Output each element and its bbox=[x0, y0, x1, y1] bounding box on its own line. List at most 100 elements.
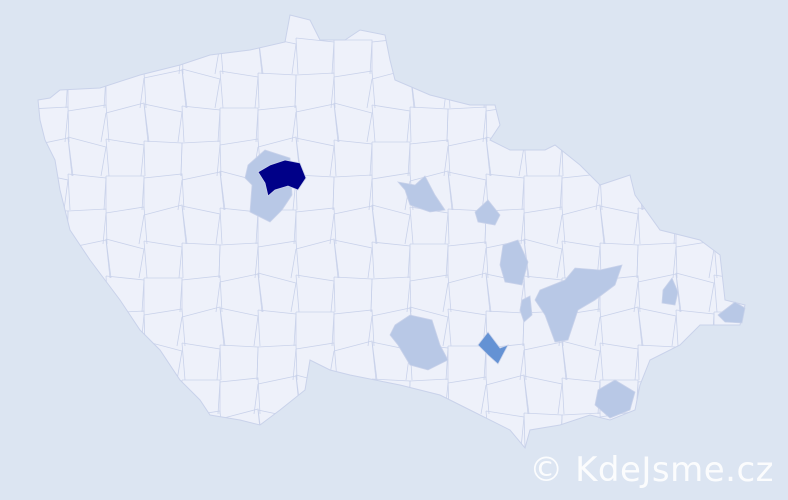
district-border bbox=[518, 102, 568, 143]
district-border bbox=[713, 374, 745, 415]
district-low[interactable] bbox=[519, 295, 533, 323]
district-border bbox=[480, 374, 530, 415]
district-border bbox=[713, 411, 745, 448]
district-low[interactable] bbox=[717, 301, 746, 324]
district-border bbox=[257, 272, 297, 313]
district-border bbox=[752, 103, 788, 142]
district-border bbox=[405, 409, 453, 448]
district-border bbox=[181, 442, 221, 448]
district-border bbox=[181, 68, 221, 109]
district-low[interactable] bbox=[499, 239, 529, 286]
district-border bbox=[142, 412, 184, 448]
district-border bbox=[105, 175, 145, 210]
district-border bbox=[332, 174, 374, 211]
district-border bbox=[637, 170, 677, 211]
district-border bbox=[671, 375, 719, 415]
district-border bbox=[333, 39, 373, 74]
district-border bbox=[670, 136, 720, 177]
district-border bbox=[446, 106, 488, 143]
district-border bbox=[409, 243, 449, 278]
district-border bbox=[637, 70, 677, 109]
district-border bbox=[67, 273, 107, 313]
district-border bbox=[138, 204, 188, 245]
district-border bbox=[67, 410, 107, 448]
district-border bbox=[409, 443, 449, 448]
district-border bbox=[712, 72, 745, 109]
district-border bbox=[751, 175, 788, 210]
district-border bbox=[713, 37, 745, 75]
district-border bbox=[711, 207, 745, 245]
district-border bbox=[596, 36, 642, 75]
district-border bbox=[675, 72, 715, 109]
district-border bbox=[710, 342, 745, 381]
district-border bbox=[141, 173, 185, 211]
district-border bbox=[256, 344, 298, 381]
district-border bbox=[750, 310, 788, 346]
district-border bbox=[371, 141, 411, 176]
district-border bbox=[369, 411, 413, 448]
district-border bbox=[485, 73, 525, 108]
district-border bbox=[713, 137, 745, 177]
district-border bbox=[370, 276, 412, 313]
district-border bbox=[634, 138, 680, 177]
district-border bbox=[709, 103, 745, 143]
district-border bbox=[752, 277, 788, 312]
district-border bbox=[675, 272, 715, 313]
district-border bbox=[523, 38, 563, 75]
district-low[interactable] bbox=[594, 379, 636, 419]
district-border bbox=[594, 306, 644, 347]
district-border bbox=[371, 204, 411, 245]
district-border bbox=[101, 341, 149, 381]
district-border bbox=[180, 140, 222, 177]
district-border bbox=[38, 106, 70, 143]
district-border bbox=[599, 105, 639, 143]
district-high[interactable] bbox=[257, 159, 307, 197]
district-border bbox=[637, 107, 677, 142]
district-border bbox=[100, 102, 150, 143]
district-border bbox=[749, 71, 788, 108]
district-border bbox=[330, 70, 376, 109]
district-border bbox=[405, 35, 453, 75]
district-border bbox=[635, 377, 679, 415]
district-border bbox=[673, 105, 717, 143]
district-border bbox=[752, 414, 788, 448]
district-border bbox=[176, 306, 226, 347]
district-border bbox=[713, 174, 745, 211]
district-border bbox=[67, 136, 107, 177]
district-border bbox=[103, 445, 147, 448]
district-border bbox=[290, 238, 340, 279]
district-border bbox=[105, 375, 145, 415]
district-border bbox=[561, 340, 601, 381]
district-border bbox=[752, 140, 788, 176]
district-border bbox=[521, 71, 565, 109]
district-border bbox=[38, 345, 69, 380]
district-low[interactable] bbox=[396, 175, 446, 213]
district-border bbox=[179, 275, 223, 313]
district-border bbox=[295, 411, 335, 448]
watermark: © KdeJsme.cz bbox=[529, 450, 774, 490]
district-low[interactable] bbox=[474, 199, 501, 226]
district-border bbox=[67, 447, 107, 448]
district-border bbox=[65, 343, 109, 381]
district-border bbox=[485, 36, 525, 75]
district-low[interactable] bbox=[389, 314, 449, 371]
district-medium[interactable] bbox=[477, 331, 509, 365]
district-border bbox=[64, 104, 110, 143]
district-low[interactable] bbox=[534, 264, 623, 343]
district-border bbox=[598, 140, 640, 177]
district-border bbox=[67, 36, 107, 75]
district-border bbox=[674, 344, 716, 381]
district-border bbox=[752, 240, 788, 278]
district-border bbox=[38, 445, 69, 448]
district-border bbox=[218, 242, 260, 279]
district-border bbox=[38, 308, 69, 347]
district-border bbox=[219, 107, 259, 142]
district-border bbox=[675, 35, 715, 75]
district-border bbox=[748, 206, 788, 244]
district-border bbox=[330, 444, 376, 448]
district-border bbox=[333, 102, 373, 143]
district-border bbox=[447, 445, 487, 448]
district-border bbox=[217, 377, 261, 415]
district-border bbox=[523, 175, 563, 210]
district-low[interactable] bbox=[661, 277, 679, 306]
